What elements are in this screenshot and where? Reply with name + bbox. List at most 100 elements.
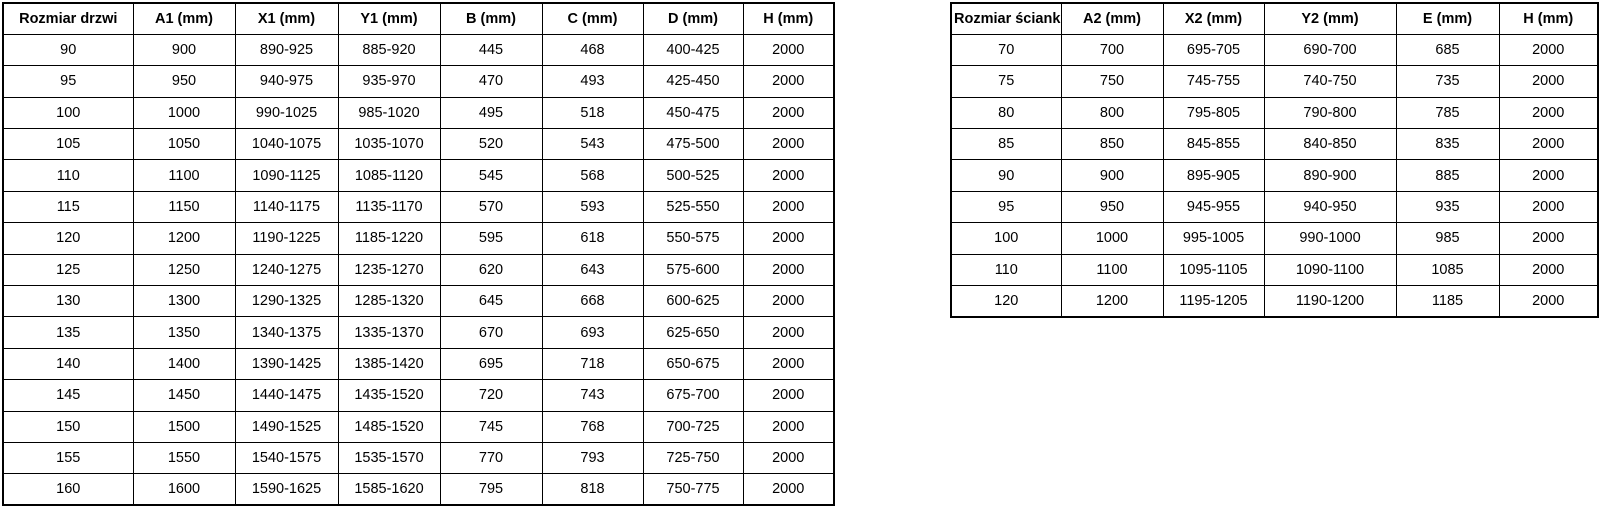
table-cell: 740-750 xyxy=(1263,65,1397,98)
table-cell: 1100 xyxy=(132,159,236,192)
table-row: 100 1000 990-1025 985-1020 495 518 450-475 2000 xyxy=(2,96,835,130)
table-cell: 400-425 xyxy=(642,33,744,67)
table-row: 160 1600 1590-1625 1585-1620 795 818 750-775 20… xyxy=(2,473,835,506)
table-cell: 718 xyxy=(541,347,644,381)
table-cell: 643 xyxy=(541,253,644,287)
table-cell: 1550 xyxy=(132,441,236,475)
table-row: 70 700 695-705 690-700 685 2000 xyxy=(950,33,1599,67)
table-cell: 95 xyxy=(2,65,134,98)
table-cell: 625-650 xyxy=(642,316,744,349)
table-row: 120 1200 1195-1205 1190-1200 1185 2000 xyxy=(950,285,1599,318)
table-cell: 750-775 xyxy=(642,473,744,506)
table-cell: 700 xyxy=(1060,33,1164,67)
table-cell: 470 xyxy=(439,65,543,98)
table-cell: 1500 xyxy=(132,410,236,443)
table-cell: 885 xyxy=(1395,159,1500,192)
table-cell: 990-1000 xyxy=(1263,222,1397,255)
table-cell: 645 xyxy=(439,285,543,318)
table-cell: 885-920 xyxy=(337,33,441,67)
table-row: 140 1400 1390-1425 1385-1420 695 718 650-675 20… xyxy=(2,347,835,381)
table-cell: 935 xyxy=(1395,190,1500,224)
table-cell: 995-1005 xyxy=(1162,222,1265,255)
table-cell: 950 xyxy=(132,65,236,98)
table-cell: 1185-1220 xyxy=(337,222,441,255)
table-cell: 895-905 xyxy=(1162,159,1265,192)
table-cell: 795 xyxy=(439,473,543,506)
table-cell: 1040-1075 xyxy=(234,128,339,161)
table-cell: 790-800 xyxy=(1263,96,1397,130)
table-cell: 525-550 xyxy=(642,190,744,224)
table-row: 80 800 795-805 790-800 785 2000 xyxy=(950,96,1599,130)
table-cell: 1490-1525 xyxy=(234,410,339,443)
table-cell: 1390-1425 xyxy=(234,347,339,381)
table-row: 85 850 845-855 840-850 835 2000 xyxy=(950,128,1599,161)
table-row: 100 1000 995-1005 990-1000 985 2000 xyxy=(950,222,1599,255)
table-cell: 120 xyxy=(2,222,134,255)
table-row: 145 1450 1440-1475 1435-1520 720 743 675-700 20… xyxy=(2,379,835,412)
table-cell: 90 xyxy=(950,159,1062,192)
table-cell: 685 xyxy=(1395,33,1500,67)
table-cell: 155 xyxy=(2,441,134,475)
table-cell: 2000 xyxy=(742,96,835,130)
table-cell: 115 xyxy=(2,190,134,224)
table-cell: 720 xyxy=(439,379,543,412)
table-cell: 1440-1475 xyxy=(234,379,339,412)
table-cell: 140 xyxy=(2,347,134,381)
table-cell: 900 xyxy=(1060,159,1164,192)
table-cell: 1540-1575 xyxy=(234,441,339,475)
table-cell: 1385-1420 xyxy=(337,347,441,381)
table-cell: 768 xyxy=(541,410,644,443)
column-header: B (mm) xyxy=(439,2,543,35)
table-cell: 568 xyxy=(541,159,644,192)
table-cell: 550-575 xyxy=(642,222,744,255)
table-cell: 570 xyxy=(439,190,543,224)
table-cell: 743 xyxy=(541,379,644,412)
table-cell: 770 xyxy=(439,441,543,475)
table-cell: 1035-1070 xyxy=(337,128,441,161)
column-header: X2 (mm) xyxy=(1162,2,1265,35)
table-cell: 595 xyxy=(439,222,543,255)
table-cell: 1095-1105 xyxy=(1162,253,1265,287)
table-cell: 2000 xyxy=(1498,253,1599,287)
table-row: 135 1350 1340-1375 1335-1370 670 693 625-650 20… xyxy=(2,316,835,349)
column-header: A2 (mm) xyxy=(1060,2,1164,35)
table-row: 125 1250 1240-1275 1235-1270 620 643 575-600 20… xyxy=(2,253,835,287)
table-cell: 700-725 xyxy=(642,410,744,443)
table-cell: 1150 xyxy=(132,190,236,224)
table-cell: 100 xyxy=(950,222,1062,255)
table-cell: 90 xyxy=(2,33,134,67)
table-cell: 500-525 xyxy=(642,159,744,192)
table-cell: 2000 xyxy=(742,285,835,318)
table-cell: 1335-1370 xyxy=(337,316,441,349)
table-cell: 2000 xyxy=(742,410,835,443)
table-cell: 445 xyxy=(439,33,543,67)
table-cell: 845-855 xyxy=(1162,128,1265,161)
column-header: Y2 (mm) xyxy=(1263,2,1397,35)
table-cell: 668 xyxy=(541,285,644,318)
column-header: D (mm) xyxy=(642,2,744,35)
table-cell: 493 xyxy=(541,65,644,98)
table-cell: 100 xyxy=(2,96,134,130)
column-header: H (mm) xyxy=(1498,2,1599,35)
table-cell: 593 xyxy=(541,190,644,224)
table-header-row: Rozmiar ścianki A2 (mm) X2 (mm) Y2 (mm) E (m… xyxy=(950,2,1599,35)
column-header: H (mm) xyxy=(742,2,835,35)
table-cell: 475-500 xyxy=(642,128,744,161)
table-cell: 693 xyxy=(541,316,644,349)
column-header: Rozmiar ścianki xyxy=(950,2,1062,35)
table-cell: 1290-1325 xyxy=(234,285,339,318)
table-cell: 1200 xyxy=(132,222,236,255)
table-cell: 900 xyxy=(132,33,236,67)
table-cell: 2000 xyxy=(1498,33,1599,67)
table-cell: 1240-1275 xyxy=(234,253,339,287)
table-row: 130 1300 1290-1325 1285-1320 645 668 600-625 20… xyxy=(2,285,835,318)
table-cell: 495 xyxy=(439,96,543,130)
table-cell: 1600 xyxy=(132,473,236,506)
table-row: 95 950 945-955 940-950 935 2000 xyxy=(950,190,1599,224)
column-header: E (mm) xyxy=(1395,2,1500,35)
table-cell: 1200 xyxy=(1060,285,1164,318)
table-cell: 1000 xyxy=(1060,222,1164,255)
table-row: 95 950 940-975 935-970 470 493 425-450 2000 xyxy=(2,65,835,98)
table-cell: 1585-1620 xyxy=(337,473,441,506)
table-cell: 2000 xyxy=(1498,190,1599,224)
